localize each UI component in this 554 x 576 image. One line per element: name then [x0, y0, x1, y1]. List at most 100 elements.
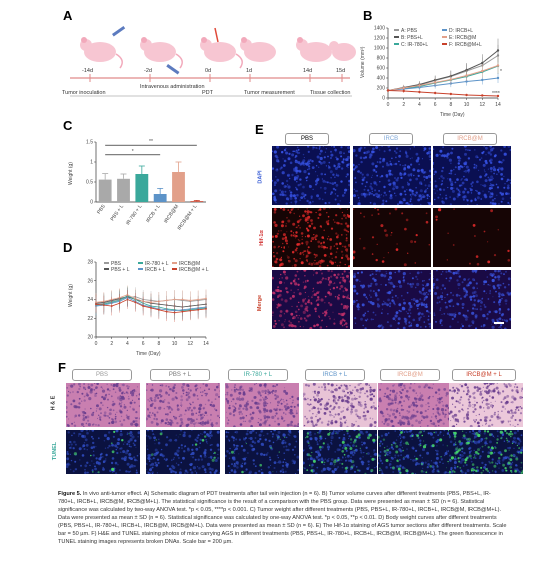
- data-point: [433, 81, 437, 84]
- x-tick-label: 14: [495, 102, 501, 108]
- data-point: [165, 310, 168, 313]
- data-point: [173, 311, 176, 314]
- x-tick-label: 10: [464, 102, 470, 108]
- micrograph-texture: [435, 208, 511, 266]
- series-line: [387, 77, 499, 91]
- tissue-collection-label: Tissue collection: [310, 90, 350, 96]
- category-label: PBS: [96, 203, 107, 215]
- significance-mark: ****: [492, 91, 500, 97]
- micrograph-texture: [66, 383, 140, 427]
- data-point: [496, 76, 500, 80]
- scale-bar: [494, 322, 504, 324]
- day-label: 14d: [303, 68, 312, 74]
- data-point: [150, 307, 152, 309]
- data-point: [481, 94, 484, 97]
- y-tick-label: 0: [382, 96, 385, 102]
- y-tick-label: 26: [87, 278, 93, 284]
- micrograph-hif: [433, 208, 511, 267]
- y-tick-label: 1400: [374, 26, 385, 32]
- data-point: [181, 310, 184, 313]
- mouse-icon: [329, 41, 356, 61]
- data-point: [402, 86, 405, 90]
- y-tick-label: 0.5: [86, 180, 93, 186]
- x-tick-label: 8: [157, 341, 160, 347]
- legend-swatch: [394, 43, 399, 45]
- micrograph-texture: [353, 208, 431, 267]
- legend-swatch: [394, 36, 399, 38]
- y-tick-label: 800: [377, 56, 386, 62]
- bar: [172, 172, 185, 202]
- data-point: [142, 305, 145, 307]
- column-header-pbs: PBS: [285, 133, 329, 145]
- pdt-label: PDT: [202, 90, 214, 96]
- micrograph-tunel: [66, 430, 140, 474]
- row-label-dapi: DAPI: [257, 170, 264, 184]
- day-label: 1d: [246, 68, 252, 74]
- data-point: [157, 308, 160, 311]
- micrograph-tunel: [378, 430, 452, 474]
- data-point: [496, 49, 500, 52]
- x-tick-label: 6: [434, 102, 437, 108]
- micrograph-texture: [449, 430, 523, 474]
- legend-swatch: [138, 262, 143, 264]
- data-point: [386, 89, 390, 92]
- data-point: [433, 91, 437, 95]
- micrograph-merge: [353, 270, 431, 329]
- micrograph-texture: [378, 383, 452, 427]
- y-tick-label: 200: [377, 86, 386, 92]
- y-tick-label: 400: [377, 76, 386, 82]
- micrograph-tunel: [225, 430, 299, 474]
- micrograph-texture: [272, 146, 350, 205]
- micrograph-texture: [303, 383, 377, 427]
- micrograph-hif: [272, 208, 350, 267]
- micrograph-texture: [353, 146, 431, 205]
- data-point: [197, 298, 200, 301]
- data-point: [496, 94, 500, 98]
- micrograph-he: [146, 383, 220, 427]
- column-header-ir780-l: IR-780 + L: [228, 369, 288, 381]
- micrograph-texture: [353, 270, 431, 329]
- bar: [117, 178, 130, 202]
- data-point: [102, 304, 105, 307]
- micrograph-texture: [151, 432, 216, 462]
- x-tick-label: 4: [126, 341, 129, 347]
- series-line: [387, 90, 499, 97]
- significance-mark: *: [132, 149, 134, 155]
- legend-swatch: [442, 29, 447, 31]
- micrograph-texture: [303, 430, 377, 474]
- bar: [153, 194, 167, 202]
- bar: [190, 201, 204, 202]
- micrograph-tunel-overlay: [449, 430, 523, 474]
- micrograph-texture: [449, 383, 523, 427]
- data-point: [189, 299, 192, 302]
- data-point: [118, 302, 121, 305]
- micrograph-texture: [146, 430, 220, 474]
- y-tick-label: 1: [90, 160, 93, 166]
- x-tick-label: 10: [172, 341, 178, 347]
- bar: [135, 174, 149, 202]
- data-point: [110, 305, 113, 307]
- x-tick-label: 12: [480, 102, 486, 108]
- data-point: [465, 80, 468, 83]
- day-label: 0d: [205, 68, 211, 74]
- data-point: [197, 308, 200, 311]
- iv-label: Intravenous administration: [140, 84, 205, 90]
- micrograph-he: [66, 383, 140, 427]
- micrograph-texture: [225, 383, 299, 427]
- mouse-icon: [240, 37, 276, 62]
- micrograph-texture: [433, 270, 511, 329]
- day-label: -2d: [144, 68, 152, 74]
- x-tick-label: 2: [402, 102, 405, 108]
- x-tick-label: 4: [418, 102, 421, 108]
- micrograph-texture: [272, 270, 350, 329]
- micrograph-tunel-overlay: [66, 430, 140, 474]
- legend-entry: IRCB@M + L: [179, 267, 209, 273]
- x-tick-label: 2: [110, 341, 113, 347]
- micrograph-he: [378, 383, 452, 427]
- legend-swatch: [442, 36, 447, 38]
- micrograph-dapi: [433, 146, 511, 205]
- panel-label-a: A: [63, 8, 73, 23]
- data-point: [189, 309, 192, 312]
